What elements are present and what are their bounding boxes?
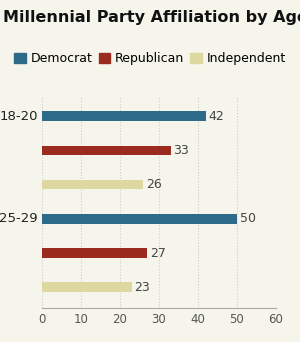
Text: 50: 50 bbox=[240, 212, 256, 225]
Text: 42: 42 bbox=[208, 110, 224, 123]
Bar bbox=[42, 180, 143, 189]
Text: Millennial Party Affiliation by Age: Millennial Party Affiliation by Age bbox=[3, 10, 300, 25]
Text: 23: 23 bbox=[134, 281, 150, 294]
Text: 18-20: 18-20 bbox=[0, 110, 38, 123]
Bar bbox=[42, 146, 171, 155]
Bar bbox=[42, 282, 132, 292]
Bar bbox=[42, 111, 206, 121]
Legend: Democrat, Republican, Independent: Democrat, Republican, Independent bbox=[9, 47, 291, 70]
Bar bbox=[42, 214, 237, 224]
Text: 26: 26 bbox=[146, 178, 162, 191]
Text: 27: 27 bbox=[150, 247, 166, 260]
Text: 25-29: 25-29 bbox=[0, 212, 38, 225]
Bar bbox=[42, 248, 147, 258]
Text: 33: 33 bbox=[173, 144, 189, 157]
